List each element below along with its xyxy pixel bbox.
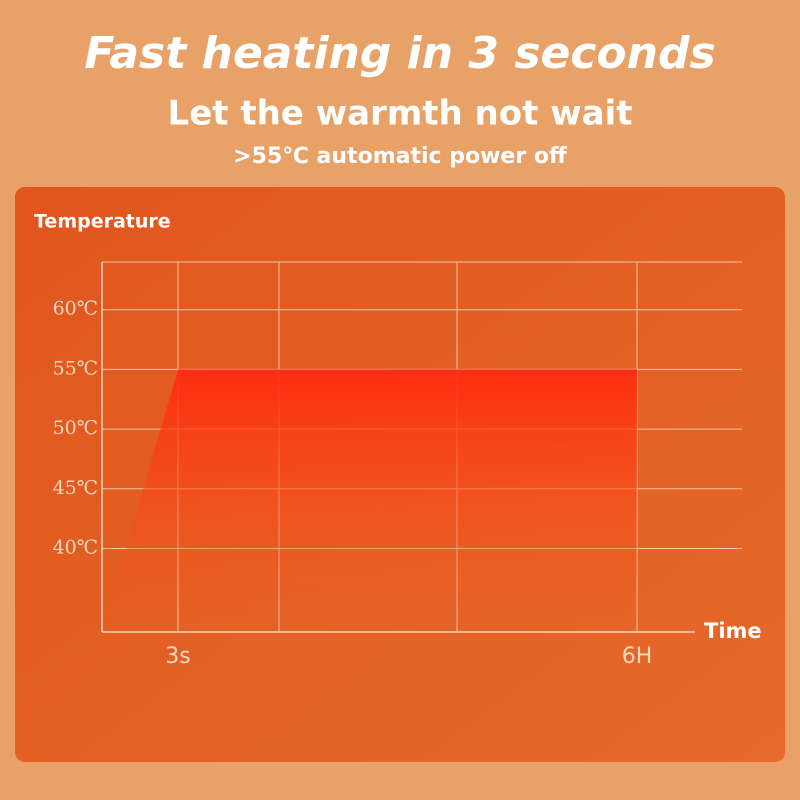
- x-axis-label: Time: [704, 619, 762, 643]
- chart-subtitle: Let the warmth not wait: [168, 94, 633, 134]
- y-tick-label: 45℃: [53, 477, 98, 499]
- y-tick-label: 60℃: [53, 298, 98, 320]
- area: [105, 369, 637, 632]
- plot: [105, 369, 637, 632]
- chart-title: Fast heating in 3 seconds: [84, 28, 715, 79]
- y-tick-label: 40℃: [53, 536, 98, 558]
- y-tick-label: 55℃: [53, 357, 98, 379]
- x-tick-label: 6H: [622, 644, 653, 669]
- x-tick-label: 3s: [165, 644, 190, 669]
- y-axis-label: Temperature: [34, 211, 171, 233]
- annotation: >55℃ automatic power off: [233, 144, 568, 169]
- y-tick-label: 50℃: [53, 417, 98, 439]
